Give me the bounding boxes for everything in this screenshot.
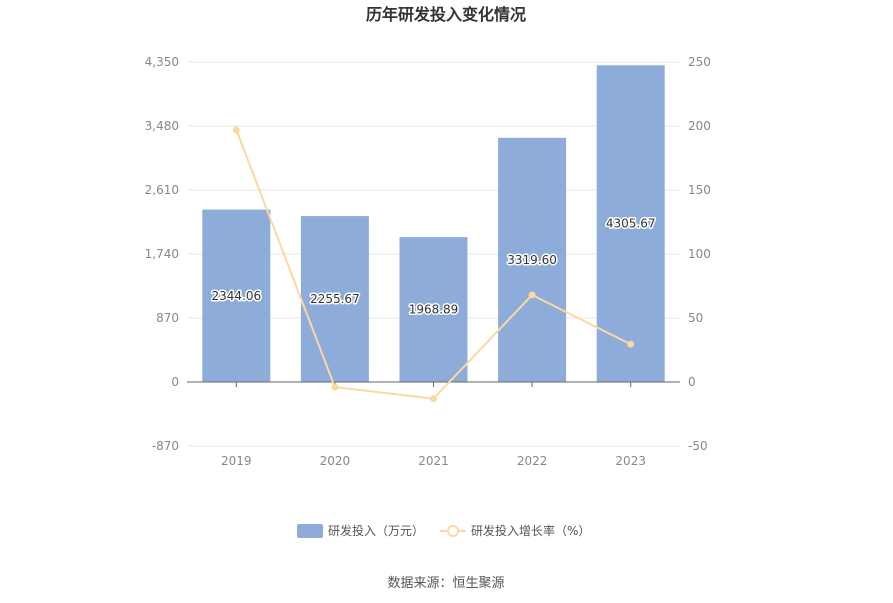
left-tick-label: 3,480 xyxy=(145,119,179,133)
bar-value-label: 3319.60 xyxy=(507,253,557,267)
legend-item-line[interactable]: 研发投入增长率（%） xyxy=(440,523,590,538)
x-tick-label: 2022 xyxy=(517,454,548,468)
line-point xyxy=(627,340,635,348)
bar xyxy=(498,137,567,382)
bar-value-label: 2255.67 xyxy=(310,292,360,306)
x-tick-label: 2023 xyxy=(615,454,646,468)
data-labels: 2344.06 2255.67 1968.89 3319.60 4305.67 xyxy=(210,215,657,318)
legend-line-marker xyxy=(447,525,459,537)
bar xyxy=(202,209,271,382)
bar-value-label: 1968.89 xyxy=(409,303,459,317)
right-tick-label: -50 xyxy=(688,439,708,453)
left-tick-label: 1,740 xyxy=(145,247,179,261)
left-tick-label: 2,610 xyxy=(145,183,179,197)
right-axis: -50 0 50 100 150 200 250 xyxy=(688,55,711,453)
right-tick-label: 150 xyxy=(688,183,711,197)
line-series xyxy=(232,126,635,403)
line-point xyxy=(331,383,339,391)
x-axis: 2019 2020 2021 2022 2023 xyxy=(187,381,680,468)
right-tick-label: 200 xyxy=(688,119,711,133)
legend-line-label: 研发投入增长率（%） xyxy=(471,523,590,538)
line-point xyxy=(430,395,437,403)
line-point xyxy=(232,126,240,134)
left-tick-label: 4,350 xyxy=(145,55,179,69)
right-tick-label: 100 xyxy=(688,247,711,261)
x-tick-label: 2020 xyxy=(320,454,351,468)
legend-bar-label: 研发投入（万元） xyxy=(328,523,424,538)
bar xyxy=(596,65,665,383)
line-point xyxy=(528,291,536,299)
legend-item-bar[interactable]: 研发投入（万元） xyxy=(297,523,424,538)
chart-title: 历年研发投入变化情况 xyxy=(366,5,526,24)
left-axis: -870 0 870 1,740 2,610 3,480 4,350 xyxy=(145,55,179,453)
x-tick-label: 2021 xyxy=(418,454,449,468)
right-tick-label: 250 xyxy=(688,55,711,69)
right-tick-label: 50 xyxy=(688,311,703,325)
left-tick-label: 870 xyxy=(156,311,179,325)
bar-series xyxy=(202,65,665,383)
bar-value-label: 4305.67 xyxy=(606,217,656,231)
data-source: 数据来源：恒生聚源 xyxy=(387,576,504,591)
legend[interactable]: 研发投入（万元） 研发投入增长率（%） xyxy=(297,523,590,538)
bar xyxy=(300,216,369,382)
left-tick-label: -870 xyxy=(152,439,179,453)
bar-value-label: 2344.06 xyxy=(211,289,261,303)
x-tick-label: 2019 xyxy=(221,454,252,468)
bar xyxy=(399,237,468,382)
left-tick-label: 0 xyxy=(171,375,179,389)
right-tick-label: 0 xyxy=(688,375,696,389)
legend-bar-swatch xyxy=(297,524,323,538)
